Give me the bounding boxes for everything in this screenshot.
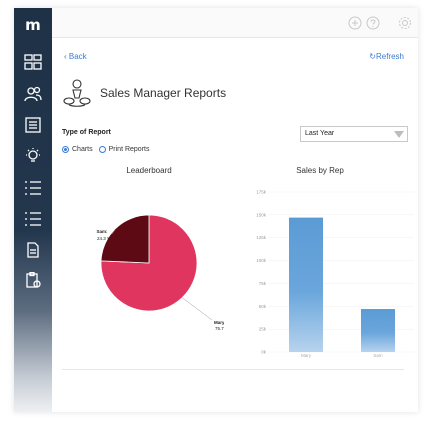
app-window: m xyxy=(14,8,418,412)
y-tick-label: 125k xyxy=(256,235,267,240)
users-icon[interactable] xyxy=(24,86,42,102)
refresh-link[interactable]: ↻Refresh xyxy=(369,52,404,61)
leaderboard-title: Leaderboard xyxy=(126,166,172,175)
back-link[interactable]: ‹ Back xyxy=(64,52,87,61)
lightbulb-icon[interactable] xyxy=(24,148,42,164)
sales-by-rep-title: Sales by Rep xyxy=(296,166,344,175)
y-tick-label: 75k xyxy=(259,281,267,286)
sales-manager-icon xyxy=(62,78,92,108)
list-icon[interactable] xyxy=(24,117,42,133)
page-title: Sales Manager Reports xyxy=(100,86,227,100)
clipboard-icon[interactable] xyxy=(24,271,42,288)
y-tick-label: 25k xyxy=(259,327,267,332)
pie-label-percent: 24.3 % xyxy=(97,236,111,241)
bar-mary xyxy=(289,217,323,352)
add-icon[interactable] xyxy=(348,16,362,30)
period-select[interactable]: Last Year xyxy=(300,126,408,142)
app-logo[interactable]: m xyxy=(25,16,41,34)
print-reports-radio-label[interactable]: Print Reports xyxy=(108,146,150,153)
checklist-icon[interactable] xyxy=(24,211,42,227)
top-toolbar xyxy=(52,8,418,38)
divider xyxy=(62,369,404,370)
pie-leader-line xyxy=(111,228,117,235)
y-tick-label: 175k xyxy=(256,190,267,195)
refresh-icon: ↻ xyxy=(369,52,376,61)
y-tick-label: 50k xyxy=(259,304,267,309)
pie-label-percent: 75.7 % xyxy=(215,326,224,331)
document-icon[interactable] xyxy=(24,242,42,258)
report-type-radio-group: Charts Print Reports xyxy=(62,146,155,153)
checklist-icon[interactable] xyxy=(24,180,42,196)
leaderboard-pie-chart: Mary:75.7 % Sam: 24.3 % xyxy=(96,214,224,331)
pie-leader-line xyxy=(182,297,213,321)
charts-radio-label[interactable]: Charts xyxy=(72,146,93,153)
bar-sam xyxy=(361,309,395,352)
charts-radio[interactable] xyxy=(62,146,69,153)
dashboard-icon[interactable] xyxy=(24,54,42,70)
help-icon[interactable] xyxy=(366,16,380,30)
report-type-label: Type of Report xyxy=(62,129,111,136)
x-tick-label: Sam xyxy=(373,353,383,358)
settings-icon[interactable] xyxy=(398,16,412,30)
y-tick-label: 100k xyxy=(256,258,267,263)
chevron-down-icon[interactable] xyxy=(394,131,404,138)
chevron-left-icon: ‹ xyxy=(64,52,69,61)
y-tick-label: 150k xyxy=(256,212,267,217)
sales-by-rep-bar-chart: 0k 25k 50k 75k 100k 125k 150k 175k Mary Sam xyxy=(256,190,414,358)
x-tick-label: Mary xyxy=(301,353,312,358)
pie-label-name: Mary: xyxy=(214,320,224,325)
print-reports-radio[interactable] xyxy=(98,146,106,153)
sidebar: m xyxy=(14,8,52,412)
pie-label-name: Sam: xyxy=(96,229,108,234)
y-tick-label: 0k xyxy=(261,350,267,355)
